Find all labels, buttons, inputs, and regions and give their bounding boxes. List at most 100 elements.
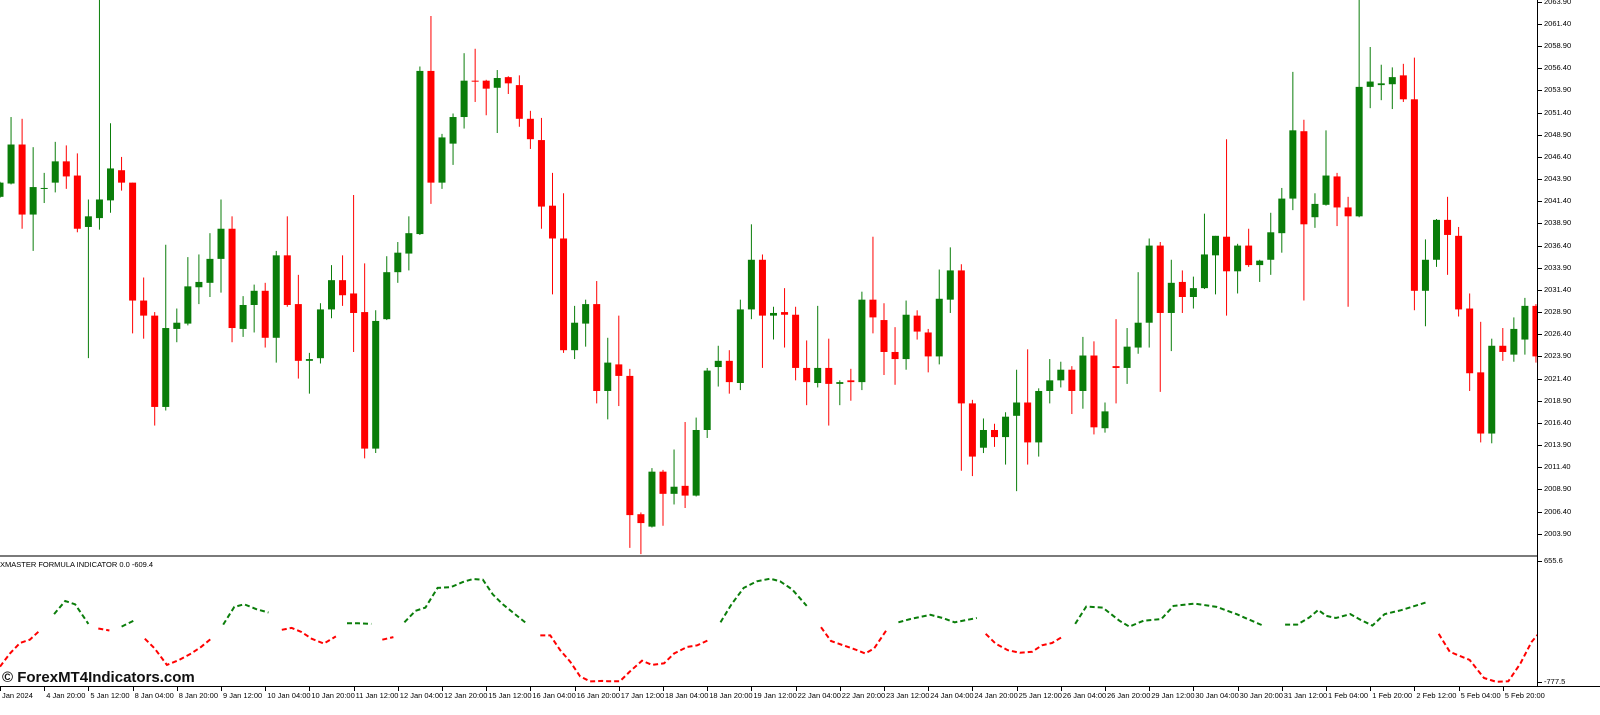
candle-bearish: [339, 255, 347, 306]
indicator-line-red: [281, 626, 337, 645]
candle-bullish: [1145, 238, 1153, 348]
candle-bearish: [758, 254, 766, 368]
candle-body: [493, 78, 501, 88]
candle-bearish: [1333, 172, 1341, 227]
candle-bullish: [394, 242, 402, 283]
candle-bullish: [1256, 259, 1264, 282]
candle-bearish: [1444, 196, 1452, 275]
candle-body: [913, 315, 921, 332]
candle-body: [891, 351, 899, 360]
time-tick-mark: [309, 687, 311, 691]
candle-body: [394, 252, 402, 273]
time-axis: Jan 2024 4 Jan 20:00 5 Jan 12:00 8 Jan 04:0…: [0, 686, 1600, 715]
indicator-line-red: [984, 633, 1063, 654]
candle-body: [1455, 235, 1463, 310]
candle-body: [361, 312, 369, 449]
panel-separator[interactable]: [0, 555, 1537, 557]
candle-body: [405, 233, 413, 254]
candle-bearish: [549, 172, 556, 295]
candle-body: [770, 312, 777, 316]
candle-body: [1488, 345, 1496, 434]
candle-body: [968, 403, 976, 457]
candle-body: [504, 77, 512, 84]
candle-body: [471, 80, 479, 82]
candle-bullish: [206, 233, 214, 298]
time-tick-label: 25 Jan 12:00: [1018, 691, 1062, 700]
indicator-tick-mark: [1538, 682, 1542, 683]
time-tick-label: 22 Jan 20:00: [841, 691, 886, 700]
candle-body: [725, 360, 733, 383]
time-tick-label: 22 Jan 04:00: [797, 691, 841, 700]
price-tick-label: 2043.90: [1544, 174, 1572, 184]
candle-bullish: [703, 367, 711, 438]
time-tick-label: 11 Jan 12:00: [355, 691, 399, 700]
price-tick-label: 2056.40: [1544, 63, 1572, 73]
candle-body: [836, 382, 844, 384]
price-tick-label: 2013.90: [1544, 440, 1572, 450]
price-tick-mark: [1538, 289, 1542, 291]
price-chart[interactable]: [0, 0, 1537, 555]
price-tick-mark: [1538, 223, 1542, 225]
candle-bearish: [725, 350, 733, 394]
candle-body: [449, 117, 457, 144]
time-tick-mark: [353, 687, 355, 691]
candle-bullish: [1057, 361, 1065, 388]
candle-bearish: [803, 340, 811, 406]
price-tick-label: 2011.40: [1544, 462, 1571, 472]
candle-bullish: [1433, 218, 1440, 267]
candle-body: [1532, 305, 1537, 357]
candle-body: [51, 161, 59, 183]
candle-body: [781, 312, 789, 315]
price-tick-label: 2058.90: [1544, 41, 1572, 51]
candle-bullish: [604, 337, 612, 420]
candle-body: [1057, 369, 1065, 381]
candle-bullish: [692, 417, 700, 497]
indicator-panel[interactable]: [0, 557, 1537, 686]
candle-body: [350, 293, 358, 313]
price-tick-mark: [1538, 112, 1542, 114]
time-tick-label: 30 Jan 04:00: [1195, 691, 1239, 700]
candle-bullish: [670, 449, 678, 505]
time-tick-label: 30 Jan 20:00: [1239, 691, 1283, 700]
time-tick-label: 18 Jan 04:00: [665, 691, 709, 700]
candle-bullish: [107, 123, 114, 213]
indicator-line-red: [0, 629, 41, 668]
candle-body: [305, 359, 313, 361]
price-tick-mark: [1538, 533, 1542, 535]
candle-bearish: [957, 264, 965, 471]
candle-bearish: [1112, 319, 1120, 404]
time-tick-mark: [707, 687, 709, 691]
indicator-line-red: [540, 634, 710, 683]
indicator-line-green: [898, 613, 977, 624]
candle-body: [162, 328, 170, 407]
time-tick-label: 16 Jan 20:00: [576, 691, 620, 700]
candle-body: [1289, 130, 1297, 199]
candle-bullish: [372, 310, 380, 454]
candle-body: [1234, 245, 1242, 272]
candle-bearish: [792, 306, 800, 381]
candle-body: [714, 360, 722, 368]
price-tick-mark: [1538, 422, 1542, 424]
time-tick-label: 26 Jan 04:00: [1062, 691, 1107, 700]
price-tick-label: 2023.90: [1544, 351, 1572, 361]
candle-body: [118, 170, 126, 183]
candle-body: [1123, 346, 1131, 368]
time-tick-mark: [618, 687, 620, 691]
time-tick-mark: [442, 687, 443, 691]
candle-body: [648, 471, 656, 527]
candle-bearish: [537, 117, 545, 229]
candle-body: [792, 314, 800, 368]
candle-body: [924, 332, 932, 357]
time-tick-label: 12 Jan 20:00: [444, 691, 488, 700]
candle-bullish: [162, 244, 170, 411]
candle-body: [571, 322, 579, 351]
candle-body: [217, 228, 225, 259]
candle-body: [416, 70, 424, 235]
candle-bullish: [1002, 412, 1010, 465]
candle-bullish: [736, 299, 744, 391]
price-tick-mark: [1538, 68, 1542, 70]
time-tick-mark: [397, 687, 399, 691]
indicator-tick-mark: [1538, 561, 1542, 562]
candle-body: [659, 471, 667, 494]
candle-bearish: [283, 216, 291, 307]
